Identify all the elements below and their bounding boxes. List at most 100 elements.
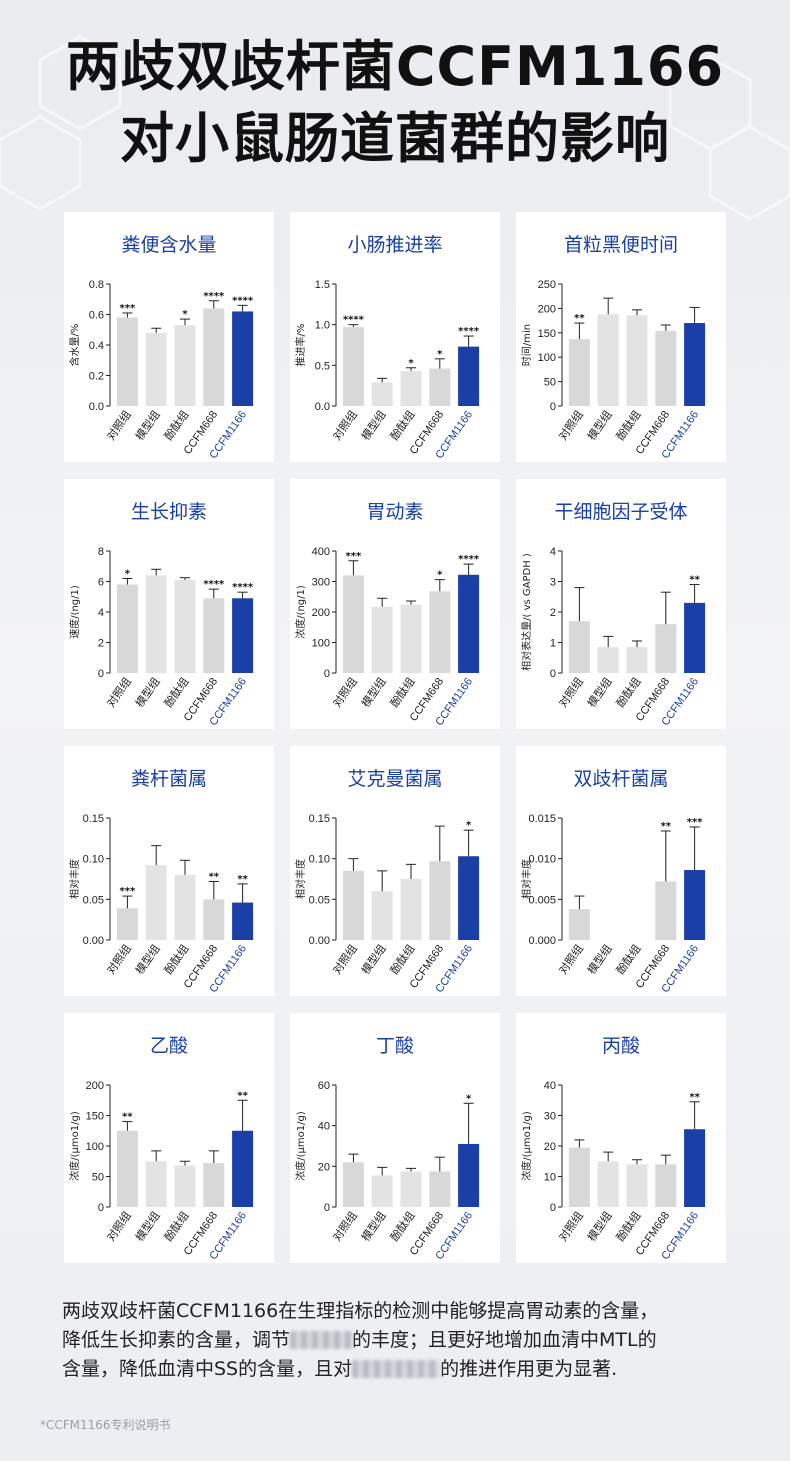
y-tick-label: 50 — [544, 377, 556, 389]
bar — [145, 1161, 167, 1207]
bar — [116, 584, 138, 673]
bar — [597, 647, 619, 673]
x-tick-label: 模型组 — [358, 942, 388, 977]
significance-label: ** — [689, 575, 700, 586]
y-tick-label: 0.6 — [89, 310, 104, 322]
description-line2b: 的丰度；且更好地增加血清中MTL的 — [352, 1329, 657, 1351]
chart-title: 小肠推进率 — [347, 234, 443, 256]
y-tick-label: 0.00 — [83, 935, 104, 947]
footnote: *CCFM1166专利说明书 — [40, 1418, 171, 1432]
page-title-line2: 对小鼠肠道菌群的影响 — [120, 107, 670, 170]
y-tick-label: 100 — [312, 638, 330, 650]
y-tick-label: 0 — [550, 668, 556, 680]
x-tick-label: 对照组 — [329, 675, 359, 710]
x-tick-label: 酚酞组 — [161, 1209, 191, 1244]
bar — [371, 382, 393, 406]
y-axis-label: 相对丰度 — [294, 859, 307, 899]
y-tick-label: 30 — [544, 1111, 556, 1123]
chart-title: 乙酸 — [149, 1035, 188, 1057]
bar — [400, 879, 422, 940]
significance-label: ** — [237, 1090, 248, 1101]
x-tick-label: 对照组 — [103, 1209, 133, 1244]
bar — [371, 606, 393, 673]
y-tick-label: 60 — [318, 1080, 330, 1092]
bar — [116, 1130, 138, 1207]
y-tick-label: 0.0 — [315, 401, 330, 413]
x-tick-label: 对照组 — [329, 1209, 359, 1244]
chart-card: 胃动素 0 100 200 300 400 浓度/(ng/1) *** 对照组 模型组 酚酞组 * CC… — [290, 479, 500, 729]
significance-label: **** — [203, 291, 225, 302]
y-axis-label: 含水量/% — [68, 324, 81, 367]
significance-label: * — [466, 1093, 472, 1104]
bar — [145, 575, 167, 673]
x-tick-label: 酚酞组 — [161, 942, 191, 977]
y-tick-label: 200 — [312, 607, 330, 619]
chart-title: 首粒黑便时间 — [563, 234, 678, 256]
chart-card: 小肠推进率 0.0 0.5 1.0 1.5 推进率/% **** 对照组 模型组 * 酚酞组 * CCF… — [290, 212, 500, 462]
x-tick-label: 对照组 — [103, 408, 133, 443]
bar — [568, 339, 590, 406]
y-tick-label: 2 — [98, 638, 104, 650]
bar — [232, 1130, 254, 1207]
y-axis-label: 时间/min — [520, 324, 533, 366]
y-tick-label: 10 — [544, 1172, 556, 1184]
y-tick-label: 1 — [550, 638, 556, 650]
bar — [116, 908, 138, 940]
y-tick-label: 0.15 — [309, 813, 330, 825]
bar — [684, 1129, 706, 1207]
significance-label: **** — [232, 295, 254, 306]
significance-label: **** — [203, 579, 225, 590]
x-tick-label: 对照组 — [555, 675, 585, 710]
bar — [655, 1164, 677, 1207]
x-tick-label: 对照组 — [103, 675, 133, 710]
y-tick-label: 20 — [544, 1141, 556, 1153]
bar — [174, 325, 196, 406]
description-line3b: 的推进作用更为显著. — [440, 1358, 618, 1380]
significance-label: ** — [689, 1092, 700, 1103]
bar — [655, 881, 677, 940]
x-tick-label: 酚酞组 — [613, 1209, 643, 1244]
y-tick-label: 0.05 — [83, 894, 104, 906]
bar — [116, 317, 138, 406]
bar — [684, 602, 706, 673]
y-tick-label: 100 — [86, 1141, 104, 1153]
bar — [342, 870, 364, 940]
chart-title: 艾克曼菌属 — [347, 768, 443, 790]
significance-label: **** — [232, 582, 254, 593]
chart-title: 粪杆菌属 — [130, 768, 207, 790]
bar — [429, 861, 451, 940]
y-tick-label: 3 — [550, 577, 556, 589]
y-axis-label: 浓度/(μmo1/g) — [520, 1111, 533, 1181]
bar — [597, 314, 619, 406]
y-tick-label: 0.015 — [528, 813, 556, 825]
bar — [458, 574, 480, 673]
x-tick-label: 酚酞组 — [613, 942, 643, 977]
significance-label: * — [437, 570, 443, 581]
bar — [626, 1164, 648, 1207]
bar — [458, 346, 480, 406]
y-tick-label: 0 — [98, 1202, 104, 1214]
blurred-text — [352, 1360, 441, 1378]
y-tick-label: 2 — [550, 607, 556, 619]
significance-label: *** — [120, 303, 136, 314]
y-axis-label: 相对丰度 — [520, 859, 533, 899]
x-tick-label: 酚酞组 — [161, 408, 191, 443]
chart-card: 丁酸 0 20 40 60 浓度/(μmo1/g) 对照组 模型组 酚酞组 CCFM668 * CCF… — [290, 1013, 500, 1263]
y-tick-label: 0 — [324, 1202, 330, 1214]
y-axis-label: 浓度/(μmo1/g) — [68, 1111, 81, 1181]
bar — [174, 579, 196, 673]
bar — [655, 624, 677, 673]
y-tick-label: 0.0 — [89, 401, 104, 413]
y-tick-label: 100 — [538, 352, 556, 364]
bar — [568, 909, 590, 940]
y-axis-label: 相对丰度 — [68, 859, 81, 899]
y-tick-label: 200 — [538, 303, 556, 315]
x-tick-label: 模型组 — [584, 675, 614, 710]
x-tick-label: 对照组 — [555, 942, 585, 977]
bar — [371, 1175, 393, 1207]
y-tick-label: 40 — [544, 1080, 556, 1092]
x-tick-label: 酚酞组 — [387, 675, 417, 710]
